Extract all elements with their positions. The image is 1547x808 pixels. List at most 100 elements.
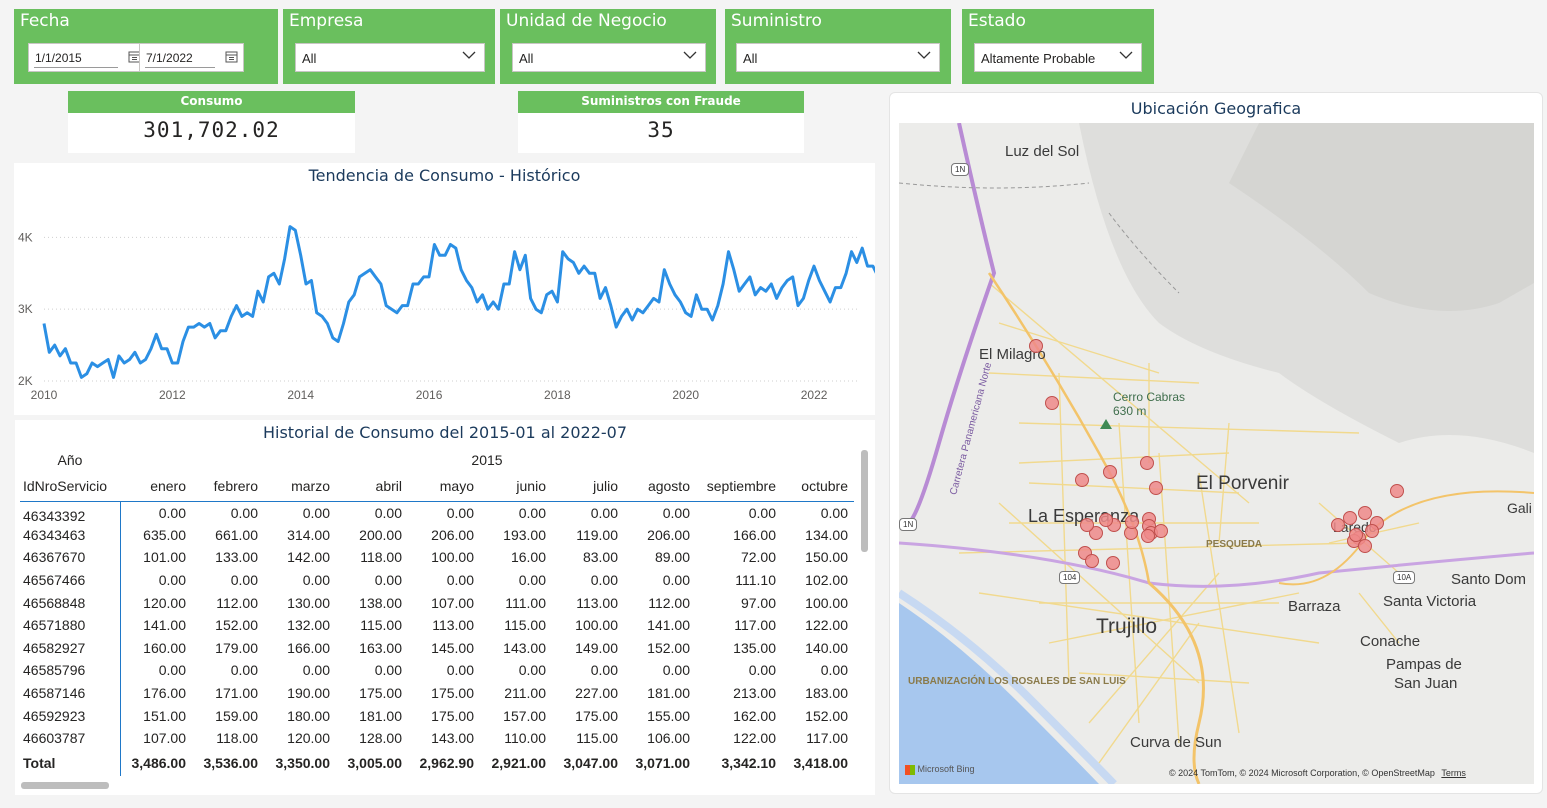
value-cell: 159.00 xyxy=(215,707,258,724)
consumo-series-line[interactable] xyxy=(42,225,875,379)
fraud-location-marker[interactable] xyxy=(1080,518,1094,532)
fraud-location-marker[interactable] xyxy=(1331,518,1345,532)
consumo-history-matrix[interactable]: Historial de Consumo del 2015-01 al 2022… xyxy=(15,420,875,795)
map-label-san-juan: San Juan xyxy=(1394,675,1458,692)
month-column-header[interactable]: julio xyxy=(593,477,618,494)
id-column-header[interactable]: IdNroServicio xyxy=(23,477,108,494)
month-column-header[interactable]: enero xyxy=(150,477,186,494)
table-row[interactable]: 46367670 101.00 133.00 142.00 118.00 100.00 16… xyxy=(20,546,854,569)
value-cell: 107.00 xyxy=(143,730,186,747)
map-label-el-porvenir: El Porvenir xyxy=(1196,473,1289,494)
fraud-location-marker[interactable] xyxy=(1089,526,1103,540)
fraud-location-marker[interactable] xyxy=(1045,396,1059,410)
slicer-unidad: Unidad de Negocio All xyxy=(500,9,716,84)
table-row[interactable]: 46582927 160.00 179.00 166.00 163.00 145.00 14… xyxy=(20,636,854,660)
suministro-dropdown[interactable]: All xyxy=(736,43,940,72)
x-tick-label: 2022 xyxy=(801,388,828,402)
fraud-location-marker[interactable] xyxy=(1365,524,1379,538)
value-cell: 0.00 xyxy=(446,572,474,589)
fraud-location-marker[interactable] xyxy=(1106,556,1120,570)
month-column-header[interactable]: septiembre xyxy=(706,477,776,494)
fraud-location-marker[interactable] xyxy=(1390,484,1404,498)
map-label-trujillo: Trujillo xyxy=(1096,615,1158,638)
fraud-location-marker[interactable] xyxy=(1154,524,1168,538)
value-cell: 120.00 xyxy=(287,730,330,747)
empresa-dropdown-value: All xyxy=(302,51,317,66)
fraud-location-marker[interactable] xyxy=(1103,465,1117,479)
value-cell: 206.00 xyxy=(647,526,690,543)
shield-1n-left: 1N xyxy=(899,518,918,531)
value-cell: 122.00 xyxy=(805,617,848,634)
vertical-scrollbar[interactable] xyxy=(861,450,868,552)
value-cell: 227.00 xyxy=(575,685,618,702)
table-row[interactable]: 46603787 107.00 118.00 120.00 128.00 143.00 11… xyxy=(20,726,854,750)
slicer-estado: Estado Altamente Probable xyxy=(962,9,1154,84)
fraud-location-marker[interactable] xyxy=(1085,554,1099,568)
value-cell: 117.00 xyxy=(806,730,848,747)
value-cell: 143.00 xyxy=(503,639,546,656)
fraud-location-marker[interactable] xyxy=(1075,473,1089,487)
suministro-dropdown-value: All xyxy=(743,51,758,66)
table-row[interactable]: 46568848 120.00 112.00 130.00 138.00 107.00 11… xyxy=(20,591,854,614)
consumo-card: Consumo 301,702.02 xyxy=(68,91,355,153)
table-row[interactable]: 46587146 176.00 171.00 190.00 175.00 175.00 21… xyxy=(20,681,854,705)
table-row[interactable]: 46592923 151.00 159.00 180.00 181.00 175.00 15… xyxy=(20,704,854,727)
fraud-location-marker[interactable] xyxy=(1358,506,1372,520)
fraud-location-marker[interactable] xyxy=(1125,515,1139,529)
year-2015-header[interactable]: 2015 xyxy=(471,451,503,468)
table-row[interactable]: 46567466 0.00 0.00 0.00 0.00 0.00 0.00 0.00 0.00… xyxy=(20,568,854,592)
value-cell: 97.00 xyxy=(740,594,776,611)
value-cell: 118.00 xyxy=(360,549,402,566)
service-id-cell: 46592923 xyxy=(20,704,121,727)
month-column-header[interactable]: octubre xyxy=(801,477,848,494)
map-title: Ubicación Geografica xyxy=(1130,99,1302,118)
value-cell: 0.00 xyxy=(158,662,186,679)
horizontal-scrollbar[interactable] xyxy=(21,782,109,789)
table-row[interactable]: 46585796 0.00 0.00 0.00 0.00 0.00 0.00 0.00 0.00… xyxy=(20,659,854,682)
fraud-location-marker[interactable] xyxy=(1149,481,1163,495)
value-cell: 141.00 xyxy=(143,617,186,634)
map-label-luz-del-sol: Luz del Sol xyxy=(1005,143,1080,160)
month-column-header[interactable]: mayo xyxy=(439,477,474,494)
fraud-location-marker[interactable] xyxy=(1029,339,1043,353)
fraud-markers[interactable] xyxy=(899,123,1534,784)
date-end-input[interactable]: 7/1/2022 xyxy=(139,43,244,72)
fraud-location-marker[interactable] xyxy=(1358,539,1372,553)
fraud-location-marker[interactable] xyxy=(1349,528,1363,542)
value-cell: 16.00 xyxy=(510,549,546,566)
value-cell: 100.00 xyxy=(575,617,618,634)
date-start-input[interactable]: 1/1/2015 xyxy=(28,43,147,72)
geo-map[interactable]: Luz del Sol El Milagro Cerro Cabras 630 … xyxy=(899,123,1534,784)
slicer-empresa: Empresa All xyxy=(283,9,495,84)
month-column-header[interactable]: junio xyxy=(516,477,546,494)
fraud-location-marker[interactable] xyxy=(1343,511,1357,525)
value-cell: 193.00 xyxy=(503,526,546,543)
trend-chart[interactable]: 2K 3K 4K 2010 2012 2014 2016 2018 2020 2022 xyxy=(14,163,875,415)
value-cell: 0.00 xyxy=(820,504,848,521)
total-value-cell: 3,536.00 xyxy=(203,754,259,771)
fraud-location-marker[interactable] xyxy=(1099,513,1113,527)
month-column-header[interactable]: marzo xyxy=(291,477,330,494)
value-cell: 151.00 xyxy=(143,707,186,724)
estado-dropdown[interactable]: Altamente Probable xyxy=(974,43,1142,72)
calendar-icon[interactable] xyxy=(225,50,238,63)
value-cell: 166.00 xyxy=(733,526,776,543)
fraud-location-marker[interactable] xyxy=(1140,456,1154,470)
month-column-header[interactable]: abril xyxy=(375,477,402,494)
table-row[interactable]: 46343392 0.00 0.00 0.00 0.00 0.00 0.00 0.00 0.00… xyxy=(20,501,854,524)
value-cell: 110.00 xyxy=(504,730,546,747)
value-cell: 175.00 xyxy=(575,707,618,724)
total-value-cell: 3,071.00 xyxy=(635,754,691,771)
month-column-header[interactable]: agosto xyxy=(647,477,690,494)
unidad-dropdown[interactable]: All xyxy=(512,43,706,72)
empresa-dropdown[interactable]: All xyxy=(295,43,485,72)
value-cell: 134.00 xyxy=(805,526,848,543)
value-cell: 117.00 xyxy=(734,617,776,634)
fraud-location-marker[interactable] xyxy=(1141,529,1155,543)
table-row[interactable]: 46343463 635.00 661.00 314.00 200.00 206.00 19… xyxy=(20,523,854,547)
x-tick-label: 2010 xyxy=(31,388,58,402)
value-cell: 0.00 xyxy=(590,572,618,589)
month-column-header[interactable]: febrero xyxy=(213,477,258,494)
table-row[interactable]: 46571880 141.00 152.00 132.00 115.00 113.00 11… xyxy=(20,613,854,637)
terms-link[interactable]: Terms xyxy=(1441,768,1466,778)
